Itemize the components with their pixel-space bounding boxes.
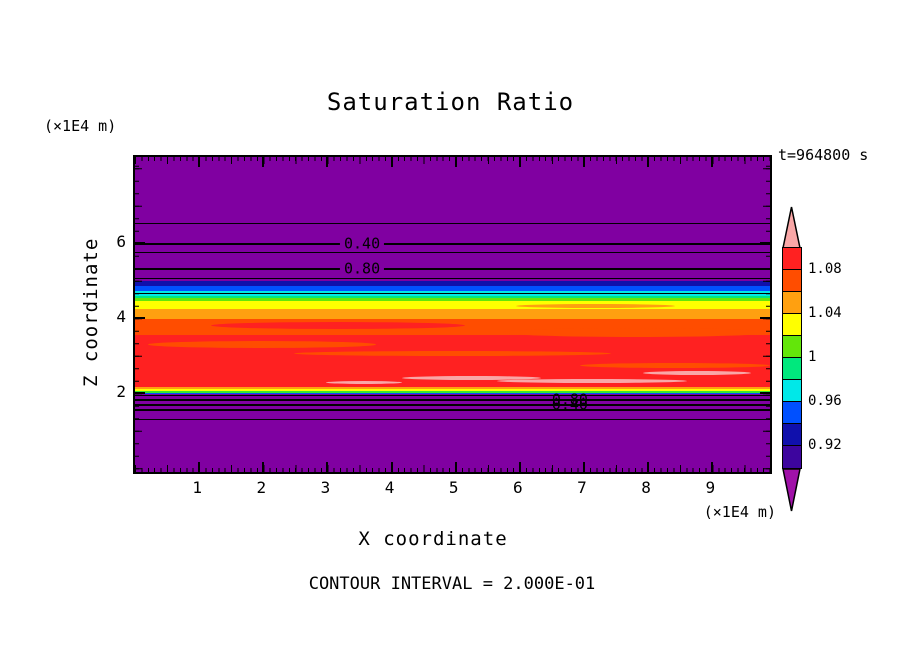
texture-streak: [211, 322, 466, 330]
colorbar-segment: [783, 292, 801, 314]
chart-title: Saturation Ratio: [326, 88, 575, 116]
contour-label: 0.40: [551, 395, 588, 414]
color-band: [135, 281, 770, 287]
colorbar-segment: [783, 402, 801, 424]
y-major-tick: [135, 242, 145, 245]
color-band: [135, 295, 770, 298]
texture-streak: [503, 328, 770, 337]
colorbar-segment: [783, 336, 801, 358]
x-major-tick: [582, 157, 585, 167]
x-major-tick: [198, 157, 201, 167]
x-major-tick: [711, 462, 714, 472]
x-major-tick: [326, 462, 329, 472]
colorbar-segment: [783, 314, 801, 336]
contour-plot-area: 0.40 0.80 0.80 0.40: [133, 155, 772, 474]
color-band: [135, 286, 770, 291]
texture-streak: [147, 341, 377, 348]
x-major-tick: [198, 462, 201, 472]
color-band: [135, 157, 770, 282]
colorbar-label: 1: [808, 349, 817, 365]
contour-line: [135, 251, 770, 253]
colorbar-segment: [783, 248, 801, 270]
color-band: [135, 392, 770, 395]
contour-line: [135, 418, 770, 420]
y-major-tick: [760, 242, 770, 245]
y-axis-unit-label: (×1E4 m): [44, 117, 117, 135]
x-major-tick: [518, 462, 521, 472]
x-major-tick: [326, 157, 329, 167]
colorbar-under-range-arrow: [782, 468, 801, 512]
x-tick-label: 5: [448, 478, 459, 497]
colorbar-label: 1.08: [808, 261, 842, 277]
x-major-tick: [582, 462, 585, 472]
colorbar-segment: [783, 380, 801, 402]
x-tick-label: 3: [320, 478, 331, 497]
y-major-tick: [760, 317, 770, 320]
contour-line: [135, 404, 770, 407]
color-band: [135, 308, 770, 319]
x-major-tick: [390, 462, 393, 472]
colorbar-label: 0.92: [808, 437, 842, 453]
contour-line: [135, 409, 770, 412]
y-tick-label: 6: [116, 232, 126, 252]
contour-label: 0.40: [339, 236, 385, 252]
contour-line: [135, 268, 770, 271]
y-major-tick: [760, 392, 770, 395]
color-band: [135, 298, 770, 301]
x-major-tick: [390, 157, 393, 167]
x-major-tick: [647, 157, 650, 167]
x-tick-label: 4: [384, 478, 395, 497]
y-major-tick: [135, 317, 145, 320]
texture-streak: [389, 301, 504, 306]
contour-label: 0.80: [551, 390, 588, 409]
texture-streak: [293, 351, 612, 357]
colorbar-segment: [783, 424, 801, 446]
x-major-tick: [262, 462, 265, 472]
y-tick-label: 2: [116, 382, 126, 402]
contour-interval-caption: CONTOUR INTERVAL = 2.000E-01: [308, 574, 596, 594]
color-band: [135, 389, 770, 392]
x-major-tick: [454, 157, 457, 167]
colorbar: [782, 247, 802, 469]
contour-line: [135, 399, 770, 401]
texture-streak: [579, 362, 770, 368]
y-major-tick: [135, 392, 145, 395]
contour-label: 0.80: [339, 261, 385, 277]
x-axis-unit-label: (×1E4 m): [703, 503, 776, 521]
x-major-tick: [647, 462, 650, 472]
x-tick-label: 9: [705, 478, 716, 497]
texture-streak: [496, 378, 688, 383]
contour-line: [135, 394, 770, 396]
color-band: [135, 386, 770, 390]
x-major-tick: [262, 157, 265, 167]
colorbar-segment: [783, 358, 801, 380]
x-tick-label: 8: [641, 478, 651, 497]
contour-line: [135, 222, 770, 224]
contour-line: [135, 243, 770, 246]
contour-line: [135, 278, 770, 280]
texture-streak: [325, 380, 402, 384]
x-tick-label: 2: [256, 478, 267, 497]
x-major-tick: [454, 462, 457, 472]
color-band: [135, 394, 770, 472]
x-tick-label: 1: [192, 478, 202, 497]
colorbar-segment: [783, 446, 801, 468]
x-axis-title: X coordinate: [358, 528, 508, 550]
texture-streak: [643, 370, 751, 375]
contour-line: [135, 292, 770, 294]
colorbar-label: 0.96: [808, 393, 842, 409]
colorbar-over-range-arrow: [782, 206, 801, 249]
colorbar-segment: [783, 270, 801, 292]
texture-streak: [401, 375, 542, 380]
x-tick-label: 6: [513, 478, 523, 497]
y-tick-label: 4: [116, 307, 126, 327]
x-major-tick: [518, 157, 521, 167]
x-tick-label: 7: [577, 478, 587, 497]
x-major-tick: [711, 157, 714, 167]
time-annotation: t=964800 s: [778, 146, 869, 164]
colorbar-label: 1.04: [808, 305, 842, 321]
color-band: [135, 391, 770, 393]
texture-streak: [516, 303, 675, 308]
